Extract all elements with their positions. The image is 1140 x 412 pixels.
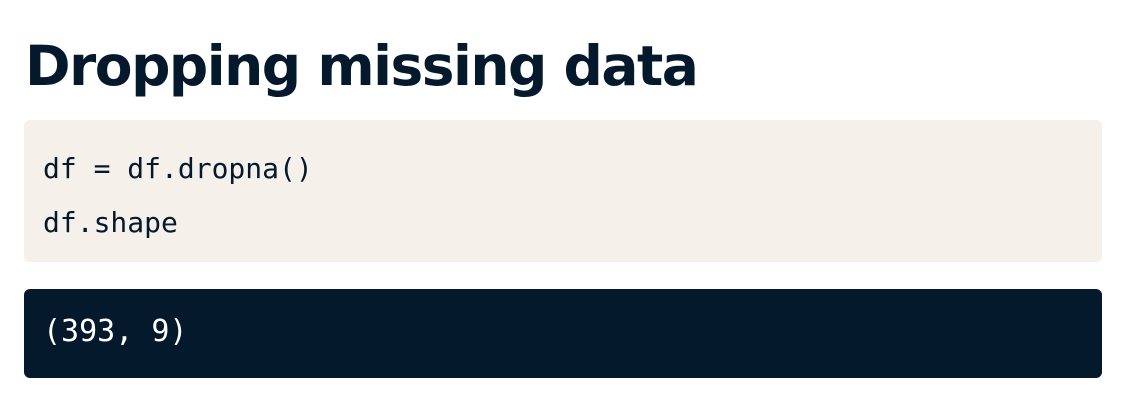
output-text: (393, 9) [43, 314, 188, 349]
code-line: df = df.dropna() [43, 152, 313, 185]
output-block: (393, 9) [24, 289, 1102, 378]
code-block: df = df.dropna() df.shape [24, 120, 1102, 262]
slide-title: Dropping missing data [25, 34, 699, 98]
code-line: df.shape [43, 206, 178, 239]
